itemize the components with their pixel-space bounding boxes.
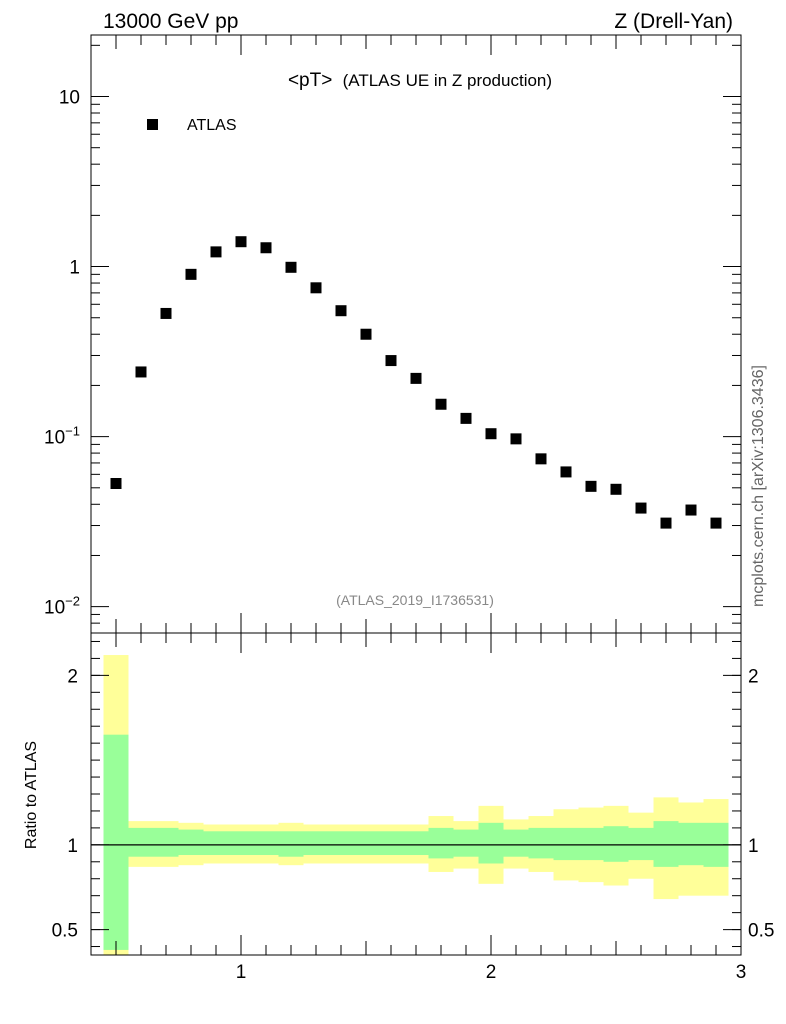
data-point	[160, 307, 172, 319]
data-point	[110, 477, 122, 489]
ratio-y-tick-label-left: 1	[67, 836, 78, 857]
x-tick-label: 1	[236, 962, 247, 983]
data-point	[135, 366, 147, 378]
data-point	[485, 428, 497, 440]
y-tick-label-base: 10	[59, 88, 80, 109]
ratio-y-tick-label-left: 0.5	[52, 921, 78, 942]
y-tick-label: 10−2	[44, 594, 80, 619]
plot-title-sub: (ATLAS UE in Z production)	[343, 71, 552, 90]
y-tick-label-base: 10	[44, 598, 65, 619]
plot-title-main: <pT>	[288, 70, 332, 91]
data-point	[460, 412, 472, 424]
header-left: 13000 GeV pp	[103, 10, 238, 33]
data-point	[560, 466, 572, 478]
ratio-band-inner	[278, 831, 304, 857]
ratio-band-inner	[628, 827, 654, 861]
ratio-y-tick-label-right: 2	[748, 666, 759, 687]
data-point	[510, 433, 522, 445]
ratio-band-inner	[303, 831, 329, 856]
main-data-points	[110, 236, 722, 529]
ratio-bands	[103, 655, 729, 955]
ratio-band-inner	[503, 829, 529, 857]
ratio-y-tick-label-left: 2	[67, 666, 78, 687]
ratio-band-inner	[553, 827, 579, 861]
data-point	[310, 282, 322, 294]
ratio-band-inner	[528, 827, 554, 859]
data-point	[435, 398, 447, 410]
ratio-band-inner	[253, 831, 279, 856]
ratio-plot-frame	[90, 632, 742, 956]
data-point	[585, 480, 597, 492]
y-tick-label-base: 10	[44, 428, 65, 449]
data-point	[410, 372, 422, 384]
y-tick-label: 10−1	[44, 424, 80, 449]
ratio-band-inner	[103, 734, 129, 950]
data-point	[285, 261, 297, 273]
ratio-ylabel: Ratio to ATLAS	[23, 741, 40, 849]
ratio-axis-ticks: 0.5 0.5 1 1 2 2 1 2 3	[52, 633, 774, 983]
data-point	[685, 504, 697, 516]
y-tick-label: 10	[59, 88, 80, 109]
ratio-y-tick-label-right: 0.5	[748, 921, 774, 942]
ratio-band-inner	[603, 826, 629, 862]
y-tick-label-exponent: −1	[65, 424, 80, 439]
data-point	[185, 268, 197, 280]
x-tick-label: 3	[736, 962, 747, 983]
data-point	[260, 242, 272, 254]
data-point	[335, 305, 347, 317]
data-point	[635, 502, 647, 514]
ratio-band-inner	[353, 831, 379, 856]
ratio-band-inner	[328, 831, 354, 856]
ratio-band-inner	[478, 822, 504, 864]
side-label: mcplots.cern.ch [arXiv:1306.3436]	[750, 365, 767, 607]
ratio-y-tick-label-right: 1	[748, 836, 759, 857]
ratio-band-inner	[128, 827, 154, 857]
y-tick-label-exponent: −2	[65, 594, 80, 609]
y-tick-label: 1	[69, 258, 80, 279]
ratio-band-inner	[578, 827, 604, 861]
ratio-band-inner	[153, 827, 179, 857]
data-point	[710, 517, 722, 529]
ratio-band-inner	[403, 831, 429, 856]
ratio-band-inner	[228, 831, 254, 856]
data-point	[360, 328, 372, 340]
data-point	[660, 517, 672, 529]
legend-label: ATLAS	[187, 117, 237, 134]
plot-title: <pT> (ATLAS UE in Z production)	[288, 70, 552, 91]
y-tick-label-base: 1	[69, 258, 80, 279]
ratio-band-inner	[378, 831, 404, 856]
ratio-band-inner	[453, 829, 479, 857]
ratio-band-inner	[428, 827, 454, 859]
ratio-panel: 0.5 0.5 1 1 2 2 1 2 3 Ratio to ATLAS	[23, 632, 774, 983]
data-point	[210, 246, 222, 258]
data-point	[610, 483, 622, 495]
ratio-band-inner	[678, 822, 704, 866]
ratio-band-inner	[203, 831, 229, 856]
legend-marker	[147, 119, 158, 130]
header-right: Z (Drell-Yan)	[614, 10, 733, 33]
ratio-band-inner	[178, 829, 204, 856]
data-point	[385, 355, 397, 367]
x-tick-label: 2	[486, 962, 497, 983]
data-point	[535, 453, 547, 465]
analysis-watermark: (ATLAS_2019_I1736531)	[336, 592, 494, 608]
ratio-band-inner	[653, 821, 679, 867]
data-point	[235, 236, 247, 248]
